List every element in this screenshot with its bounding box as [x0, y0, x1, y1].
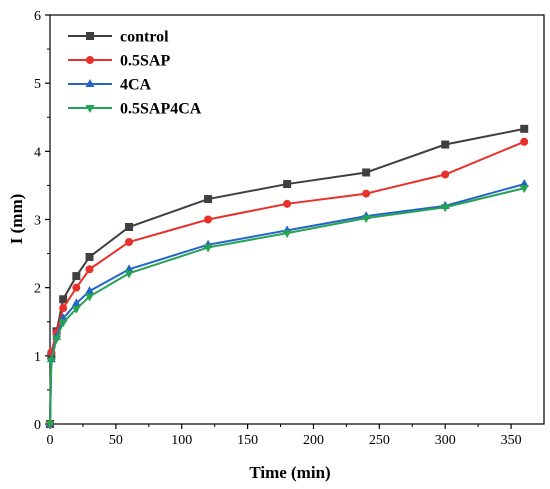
x-tick-label: 350	[501, 433, 522, 448]
series-line	[49, 127, 525, 425]
y-tick-label: 0	[34, 418, 41, 433]
data-point	[71, 298, 81, 307]
data-point	[71, 305, 81, 314]
data-point	[282, 230, 292, 239]
data-point	[72, 272, 81, 281]
data-point	[46, 357, 56, 366]
data-point	[72, 283, 81, 292]
data-point	[283, 180, 292, 189]
legend-item: 0.5SAP	[68, 53, 170, 70]
legend-label: 4CA	[120, 77, 152, 94]
data-point	[362, 168, 371, 177]
y-tick-label: 4	[34, 145, 41, 160]
data-point	[52, 335, 62, 344]
data-point	[203, 244, 213, 253]
data-point	[59, 304, 68, 313]
legend-label: control	[120, 29, 169, 46]
x-tick-label: 100	[171, 433, 192, 448]
legend-item: 0.5SAP4CA	[68, 101, 202, 118]
data-point	[58, 319, 68, 328]
data-point	[85, 265, 94, 274]
data-point	[125, 222, 134, 231]
data-point	[204, 195, 213, 204]
x-tick-label: 300	[435, 433, 456, 448]
legend-label: 0.5SAP	[120, 53, 170, 70]
series-4CA	[45, 179, 529, 427]
y-tick-label: 6	[34, 9, 41, 24]
data-point	[362, 189, 371, 198]
y-axis-title: I (mm)	[7, 194, 26, 245]
y-tick-label: 1	[34, 350, 41, 365]
x-tick-label: 200	[303, 433, 324, 448]
data-point	[519, 185, 529, 194]
data-point	[519, 179, 529, 188]
legend-marker	[86, 32, 94, 40]
legend-marker	[86, 56, 94, 64]
data-point	[204, 215, 213, 224]
data-point	[45, 421, 55, 429]
data-point	[85, 252, 94, 261]
data-point	[124, 264, 134, 273]
axes: 0 50 100 150 200 250 300 350 0 1 2 3 4 5 6	[34, 9, 545, 448]
data-point	[361, 215, 371, 224]
y-tick-label: 3	[34, 214, 41, 229]
data-point	[85, 286, 95, 295]
data-point	[85, 293, 95, 302]
legend-item: 4CA	[68, 77, 152, 94]
data-point	[125, 237, 134, 246]
data-point	[520, 124, 529, 133]
series-0.5SAP4CA	[45, 185, 529, 429]
series-layer	[45, 124, 529, 429]
x-tick-label: 250	[369, 433, 390, 448]
data-point	[441, 170, 450, 179]
series-line	[49, 187, 525, 425]
legend-marker	[85, 79, 95, 87]
y-tick-label: 5	[34, 77, 41, 92]
data-point	[283, 199, 292, 208]
legend-marker	[85, 105, 95, 113]
data-point	[441, 140, 450, 149]
data-point	[520, 137, 529, 146]
x-tick-label: 150	[237, 433, 258, 448]
y-tick-label: 2	[34, 282, 41, 297]
legend-item: control	[68, 29, 169, 46]
data-point	[440, 204, 450, 213]
x-axis-title: Time (min)	[249, 463, 330, 482]
x-tick-label: 50	[109, 433, 123, 448]
series-line	[49, 183, 525, 425]
data-point	[59, 295, 68, 304]
legend-label: 0.5SAP4CA	[120, 101, 202, 118]
x-tick-label: 0	[47, 433, 54, 448]
data-point	[124, 270, 134, 279]
